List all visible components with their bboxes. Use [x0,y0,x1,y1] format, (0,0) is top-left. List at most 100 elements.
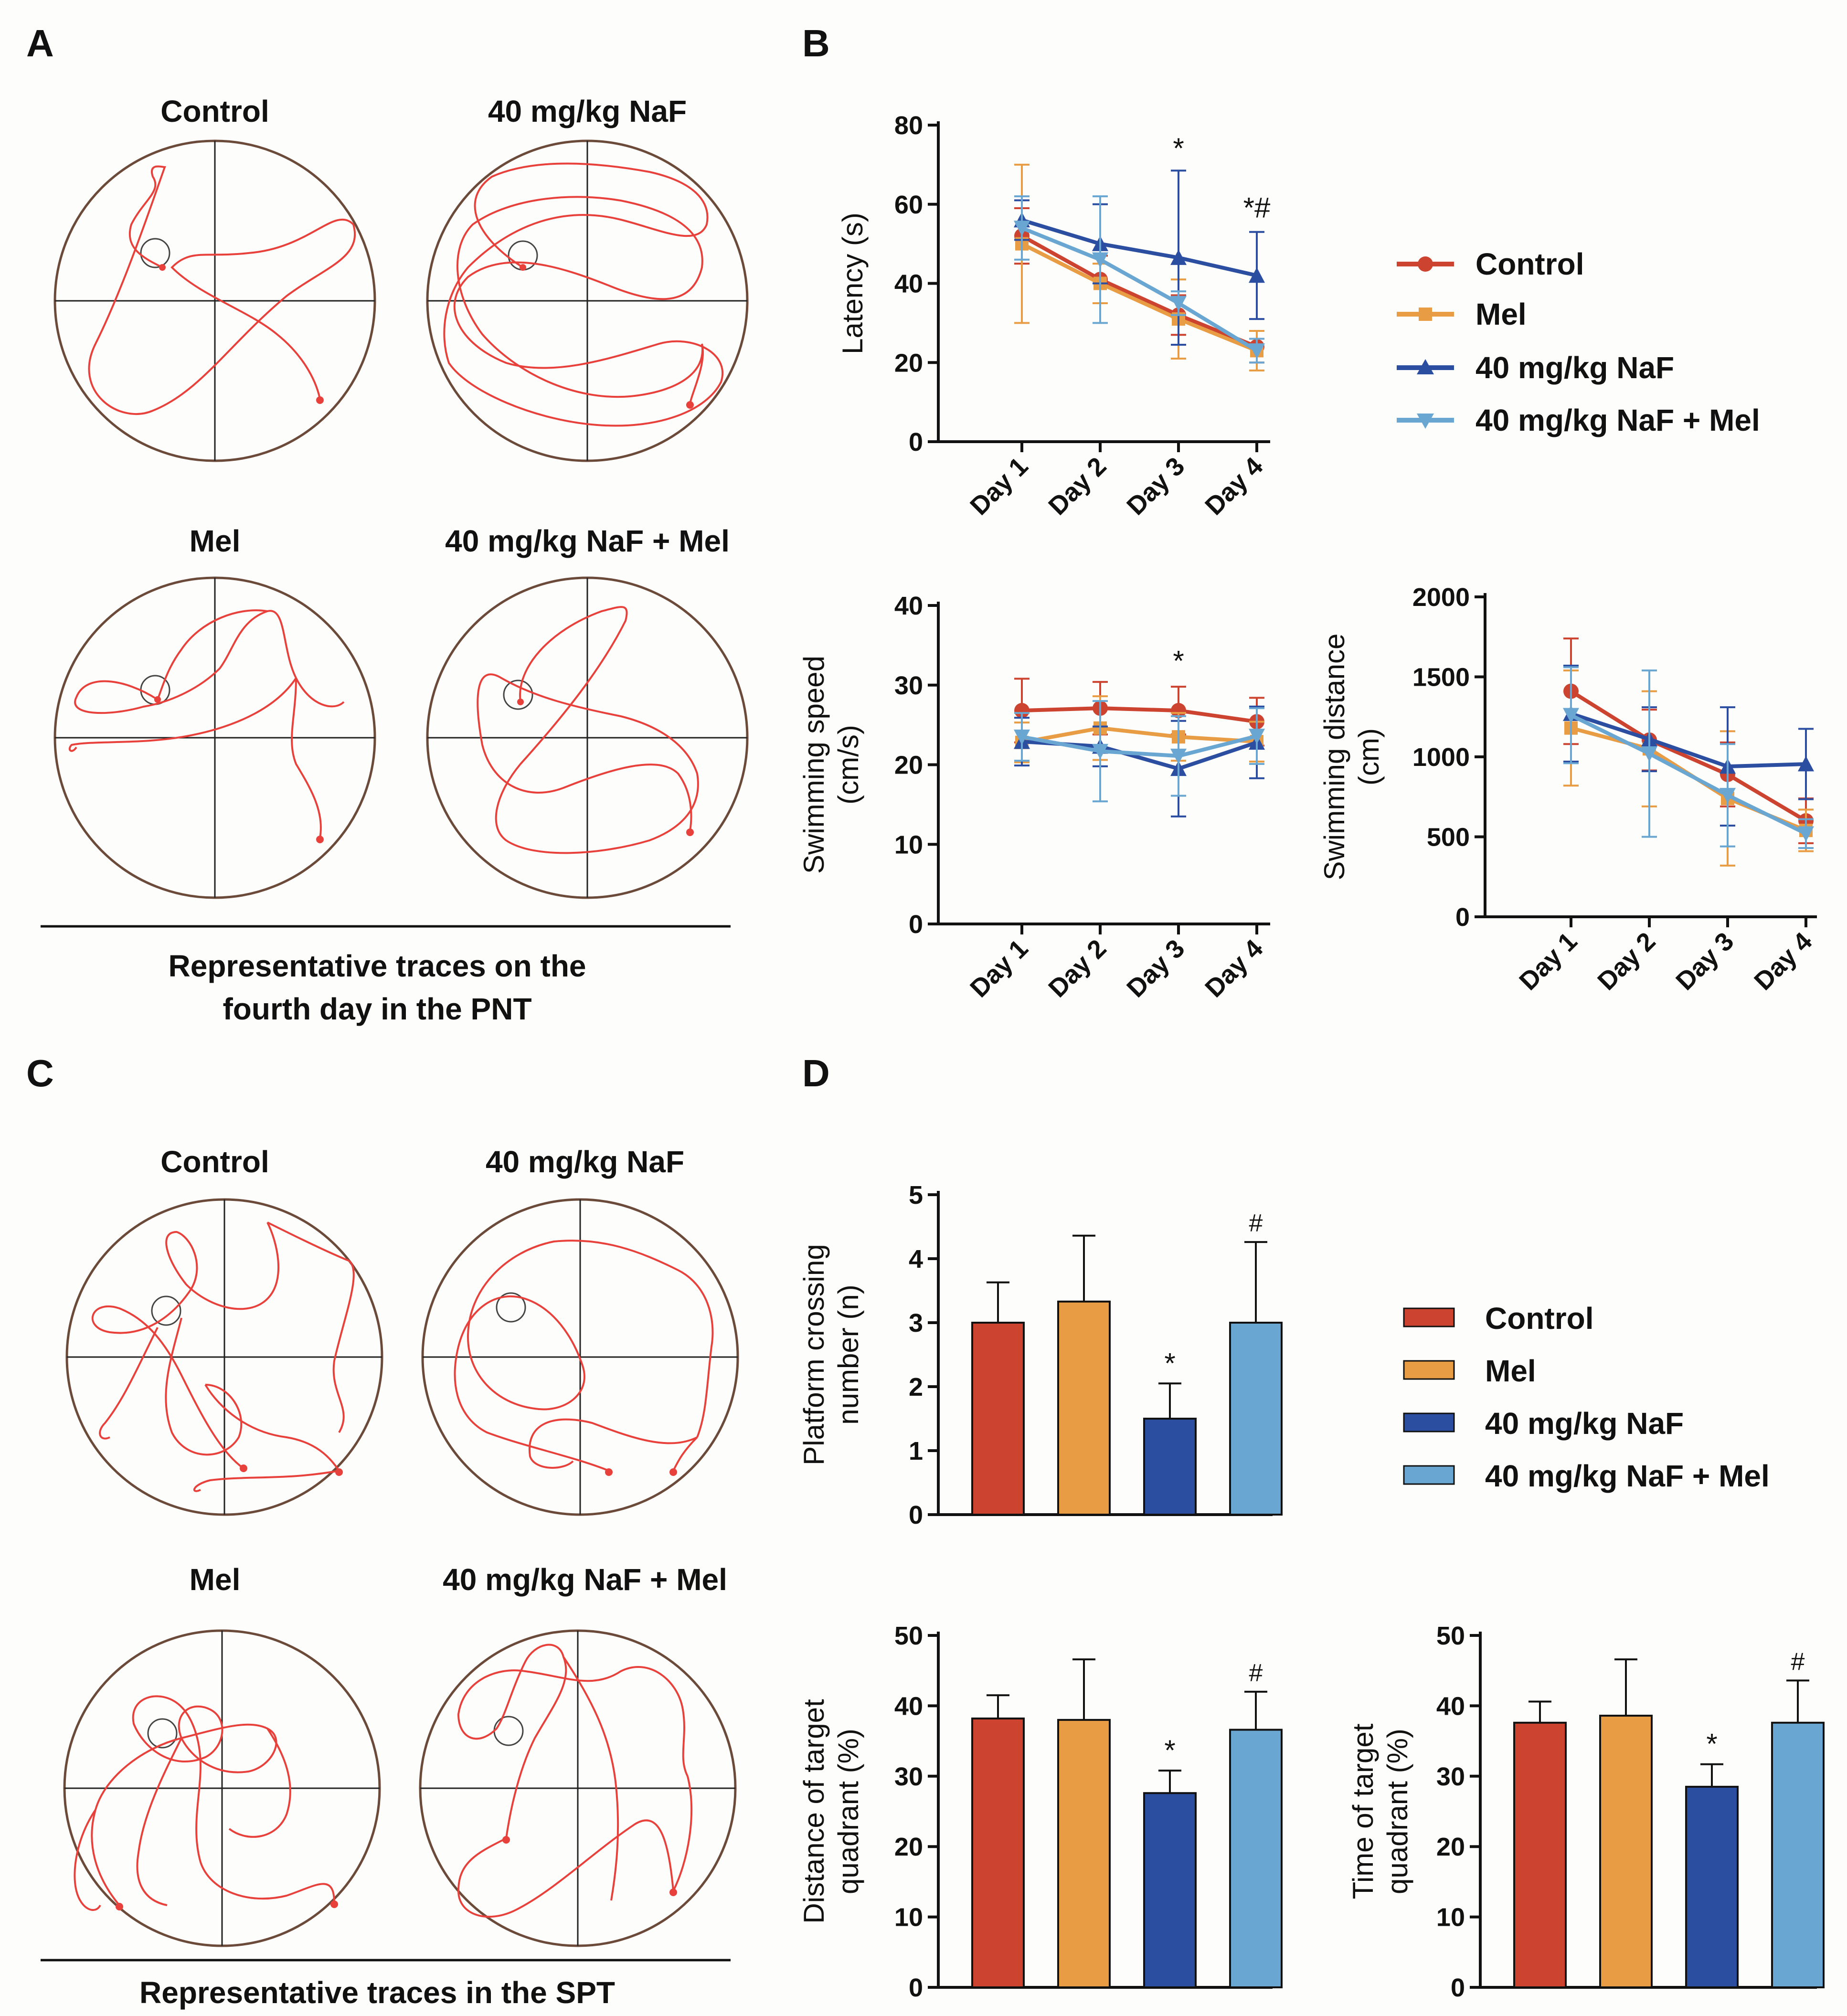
series-line [1021,706,1257,724]
caption-line: Representative traces on the [169,949,586,983]
swim-trace [74,1695,335,1911]
maze-title: 40 mg/kg NaF + Mel [445,524,730,558]
y-tick-label: 30 [1436,1762,1465,1791]
series-line [1021,218,1257,277]
bar-legend: Control Mel 40 mg/kg NaF 40 mg/kg NaF + … [1403,1301,1770,1493]
chart-swimming-distance: 0 500 1000 1500 2000 Day 1 Day 2 Day 3 Day 4 Swim… [1318,583,1818,996]
legend-label: 40 mg/kg NaF + Mel [1475,403,1760,437]
start-dot [316,396,324,404]
end-dot [517,699,524,705]
series-2 [1014,170,1265,346]
platform-ring [493,1716,524,1746]
y-axis-label: Platform crossing [798,1244,830,1465]
chart-latency: 0 20 40 60 80 Day 1 Day 2 Day 3 Day 4 * *# Latency … [837,111,1271,520]
data-point [1014,703,1030,719]
y-tick-label: 40 [894,1692,923,1720]
bar [1057,1719,1111,1988]
x-tick-label: Day 3 [1121,452,1190,520]
chart-swimming-speed: 0 10 20 30 40 Day 1 Day 2 Day 3 Day 4 * Swimming s… [798,592,1270,1003]
data-point [1092,252,1108,268]
significance-mark: # [1791,1648,1805,1676]
y-axis-label: Swimming distance [1318,634,1350,881]
maze-pnt-naf [426,139,749,462]
start-dot [316,836,324,843]
y-tick-label: 50 [894,1622,923,1650]
caption-line: Representative traces in the SPT [139,1975,615,2010]
series-line [1021,726,1257,744]
x-tick-label: Day 1 [1514,927,1582,996]
bar [1057,1300,1111,1516]
significance-mark: *# [1243,191,1271,223]
end-dot [154,696,161,703]
maze-title: 40 mg/kg NaF [486,1145,684,1179]
panel-letter-c: C [26,1052,54,1094]
y-tick-label: 30 [894,1762,923,1791]
y-tick-label: 40 [894,592,923,620]
data-point [1249,343,1265,359]
platform-ring [140,238,170,268]
legend-label: 40 mg/kg NaF + Mel [1485,1459,1770,1493]
legend-label: Control [1485,1301,1594,1336]
y-tick-label: 4 [909,1245,923,1273]
line-legend: Control Mel 40 mg/kg NaF 40 mg/kg NaF + … [1397,247,1760,437]
x-tick-label: Day 3 [1121,934,1190,1003]
swim-trace [443,162,724,427]
y-axis-label: (cm) [1353,728,1385,785]
swim-trace [477,606,699,854]
bar [1229,1322,1283,1516]
y-axis-label: quadrant (%) [832,1729,864,1894]
maze-spt-naf [421,1198,739,1516]
significance-mark: * [1706,1728,1717,1760]
x-tick-label: Day 4 [1199,934,1268,1003]
x-tick-label: Day 1 [965,452,1033,520]
x-tick-label: Day 1 [965,934,1033,1003]
bar [1599,1715,1653,1988]
data-point [1170,249,1187,265]
y-tick-label: 5 [909,1181,923,1210]
data-point [1171,703,1186,719]
y-tick-label: 0 [909,1501,923,1529]
bar [1229,1729,1283,1989]
legend-label: Control [1475,247,1584,281]
legend-swatch [1403,1412,1455,1432]
swim-trace [91,1221,355,1492]
chart-target-distance: 0 10 20 30 40 50 * # Distance of target quadrant … [798,1622,1283,2002]
maze-title: Control [160,1145,269,1179]
y-tick-label: 30 [894,671,923,700]
maze-title: 40 mg/kg NaF [488,94,687,128]
maze-pnt-mel [53,576,376,899]
y-tick-label: 10 [1436,1903,1465,1932]
platform-ring [496,1292,526,1323]
panel-c: Control 40 mg/kg NaF Mel 40 mg/kg NaF + … [41,1145,739,2010]
start-dot [686,828,694,836]
legend-swatch [1403,1360,1455,1380]
y-tick-label: 20 [1436,1833,1465,1861]
legend-swatch [1403,1307,1455,1327]
y-tick-label: 0 [909,1974,923,2002]
y-tick-label: 0 [1451,1974,1465,2002]
x-tick-label: Day 2 [1043,934,1112,1003]
series-3 [1014,700,1265,803]
x-tick-label: Day 4 [1749,927,1817,996]
caption-line: fourth day in the PNT [223,992,531,1026]
start-dot [335,1468,343,1476]
data-point [1798,826,1814,842]
legend-label: 40 mg/kg NaF [1475,350,1674,385]
y-axis-label: Swimming speed [798,656,830,874]
y-tick-label: 10 [894,1903,923,1932]
series-line [1570,690,1807,823]
y-axis-label: quadrant (%) [1381,1729,1413,1894]
series-1 [1563,669,1814,867]
x-tick-label: Day 2 [1043,452,1112,520]
data-point [1249,267,1265,283]
series-0 [1563,637,1814,844]
y-tick-label: 2 [909,1373,923,1401]
end-dot [605,1468,613,1476]
swim-trace [88,165,356,415]
data-point [1170,748,1187,764]
platform-ring [147,1718,178,1749]
maze-title: 40 mg/kg NaF + Mel [443,1562,727,1597]
panel-letter-a: A [26,22,54,64]
